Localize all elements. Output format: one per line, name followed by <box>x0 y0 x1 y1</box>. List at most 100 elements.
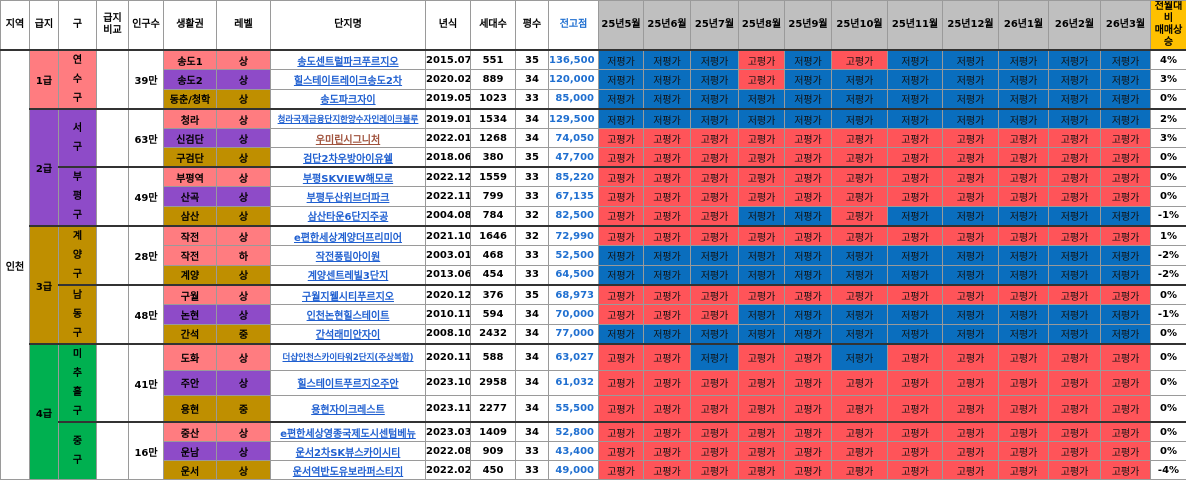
complex-link[interactable]: 부평SKVIEW해모로 <box>303 174 393 185</box>
valuation-cell[interactable]: 고평가 <box>1101 461 1151 480</box>
complex-cell[interactable]: 계양센트레빌3단지 <box>271 265 426 285</box>
valuation-cell[interactable]: 고평가 <box>691 461 739 480</box>
valuation-cell[interactable]: 고평가 <box>599 370 644 396</box>
valuation-cell[interactable]: 고평가 <box>832 167 888 187</box>
header-month[interactable]: 25년5월 <box>599 1 644 51</box>
complex-cell[interactable]: 부평두산위브더파크 <box>271 187 426 206</box>
peak-cell[interactable]: 120,000 <box>549 70 599 89</box>
change-cell[interactable]: 4% <box>1151 50 1186 70</box>
valuation-cell[interactable]: 고평가 <box>785 285 832 305</box>
header-month[interactable]: 25년8월 <box>739 1 785 51</box>
valuation-cell[interactable]: 고평가 <box>1049 370 1101 396</box>
valuation-cell[interactable]: 고평가 <box>1101 396 1151 422</box>
units-cell[interactable]: 376 <box>471 285 516 305</box>
valuation-cell[interactable]: 고평가 <box>1049 226 1101 246</box>
valuation-cell[interactable]: 저평가 <box>785 50 832 70</box>
size-cell[interactable]: 35 <box>516 148 549 168</box>
header-month[interactable]: 25년7월 <box>691 1 739 51</box>
header-year[interactable]: 년식 <box>426 1 471 51</box>
valuation-cell[interactable]: 고평가 <box>943 422 999 442</box>
complex-link[interactable]: 삼산타운6단지주공 <box>308 212 389 223</box>
valuation-cell[interactable]: 고평가 <box>943 461 999 480</box>
valuation-cell[interactable]: 고평가 <box>1101 167 1151 187</box>
district-cell[interactable]: 서구 <box>59 109 97 167</box>
valuation-cell[interactable]: 고평가 <box>599 129 644 148</box>
level-cell[interactable]: 상 <box>217 187 271 206</box>
area-cell[interactable]: 계양 <box>164 265 217 285</box>
valuation-cell[interactable]: 고평가 <box>739 285 785 305</box>
header-region[interactable]: 지역 <box>1 1 30 51</box>
size-cell[interactable]: 33 <box>516 461 549 480</box>
complex-link[interactable]: 송도파크자이 <box>320 95 375 106</box>
valuation-cell[interactable]: 고평가 <box>691 305 739 324</box>
size-cell[interactable]: 34 <box>516 396 549 422</box>
complex-cell[interactable]: 삼산타운6단지주공 <box>271 206 426 226</box>
valuation-cell[interactable]: 고평가 <box>739 70 785 89</box>
area-cell[interactable]: 작전 <box>164 226 217 246</box>
complex-cell[interactable]: 구월지웰시티푸르지오 <box>271 285 426 305</box>
area-cell[interactable]: 삼산 <box>164 206 217 226</box>
valuation-cell[interactable]: 저평가 <box>999 305 1049 324</box>
complex-link[interactable]: e편한세상영종국제도시센텀베뉴 <box>280 429 416 440</box>
area-cell[interactable]: 운서 <box>164 461 217 480</box>
valuation-cell[interactable]: 저평가 <box>691 109 739 129</box>
valuation-cell[interactable]: 고평가 <box>888 370 943 396</box>
units-cell[interactable]: 1646 <box>471 226 516 246</box>
valuation-cell[interactable]: 고평가 <box>999 226 1049 246</box>
valuation-cell[interactable]: 저평가 <box>1049 265 1101 285</box>
valuation-cell[interactable]: 고평가 <box>785 461 832 480</box>
valuation-cell[interactable]: 고평가 <box>1101 148 1151 168</box>
population-cell[interactable]: 16만 <box>129 422 164 480</box>
district-cell[interactable]: 부평구 <box>59 167 97 226</box>
year-cell[interactable]: 2013.06 <box>426 265 471 285</box>
change-cell[interactable]: 0% <box>1151 324 1186 344</box>
change-cell[interactable]: -4% <box>1151 461 1186 480</box>
valuation-cell[interactable]: 고평가 <box>599 148 644 168</box>
complex-link[interactable]: 간석래미안자이 <box>316 330 380 341</box>
valuation-cell[interactable]: 저평가 <box>1101 246 1151 265</box>
year-cell[interactable]: 2008.10 <box>426 324 471 344</box>
area-cell[interactable]: 논현 <box>164 305 217 324</box>
valuation-cell[interactable]: 고평가 <box>644 148 691 168</box>
valuation-cell[interactable]: 저평가 <box>785 206 832 226</box>
units-cell[interactable]: 784 <box>471 206 516 226</box>
complex-cell[interactable]: 운서2차SK뷰스카이시티 <box>271 442 426 461</box>
valuation-cell[interactable]: 고평가 <box>739 50 785 70</box>
valuation-cell[interactable]: 고평가 <box>644 206 691 226</box>
valuation-cell[interactable]: 저평가 <box>599 70 644 89</box>
header-month[interactable]: 25년11월 <box>888 1 943 51</box>
units-cell[interactable]: 1559 <box>471 167 516 187</box>
valuation-cell[interactable]: 저평가 <box>691 265 739 285</box>
area-cell[interactable]: 송도2 <box>164 70 217 89</box>
valuation-cell[interactable]: 저평가 <box>888 70 943 89</box>
valuation-cell[interactable]: 고평가 <box>691 187 739 206</box>
compare-cell[interactable] <box>97 50 129 109</box>
complex-link[interactable]: 청라국제금융단지한양수자인레이크블루 <box>278 115 419 125</box>
compare-cell[interactable] <box>97 285 129 344</box>
valuation-cell[interactable]: 저평가 <box>739 324 785 344</box>
valuation-cell[interactable]: 저평가 <box>785 89 832 109</box>
valuation-cell[interactable]: 저평가 <box>644 89 691 109</box>
valuation-cell[interactable]: 고평가 <box>739 396 785 422</box>
valuation-cell[interactable]: 저평가 <box>888 305 943 324</box>
valuation-cell[interactable]: 저평가 <box>888 324 943 344</box>
year-cell[interactable]: 2018.06 <box>426 148 471 168</box>
valuation-cell[interactable]: 고평가 <box>1049 167 1101 187</box>
valuation-cell[interactable]: 고평가 <box>599 226 644 246</box>
level-cell[interactable]: 상 <box>217 285 271 305</box>
compare-cell[interactable] <box>97 226 129 285</box>
change-cell[interactable]: -1% <box>1151 206 1186 226</box>
area-cell[interactable]: 중산 <box>164 422 217 442</box>
valuation-cell[interactable]: 고평가 <box>691 226 739 246</box>
complex-link[interactable]: e편한세상계양더프리미어 <box>294 233 402 244</box>
valuation-cell[interactable]: 고평가 <box>785 370 832 396</box>
valuation-cell[interactable]: 고평가 <box>739 461 785 480</box>
valuation-cell[interactable]: 고평가 <box>739 344 785 370</box>
units-cell[interactable]: 1268 <box>471 129 516 148</box>
level-cell[interactable]: 상 <box>217 148 271 168</box>
header-district[interactable]: 구 <box>59 1 97 51</box>
valuation-cell[interactable]: 고평가 <box>888 422 943 442</box>
valuation-cell[interactable]: 저평가 <box>999 89 1049 109</box>
peak-cell[interactable]: 136,500 <box>549 50 599 70</box>
valuation-cell[interactable]: 고평가 <box>999 148 1049 168</box>
